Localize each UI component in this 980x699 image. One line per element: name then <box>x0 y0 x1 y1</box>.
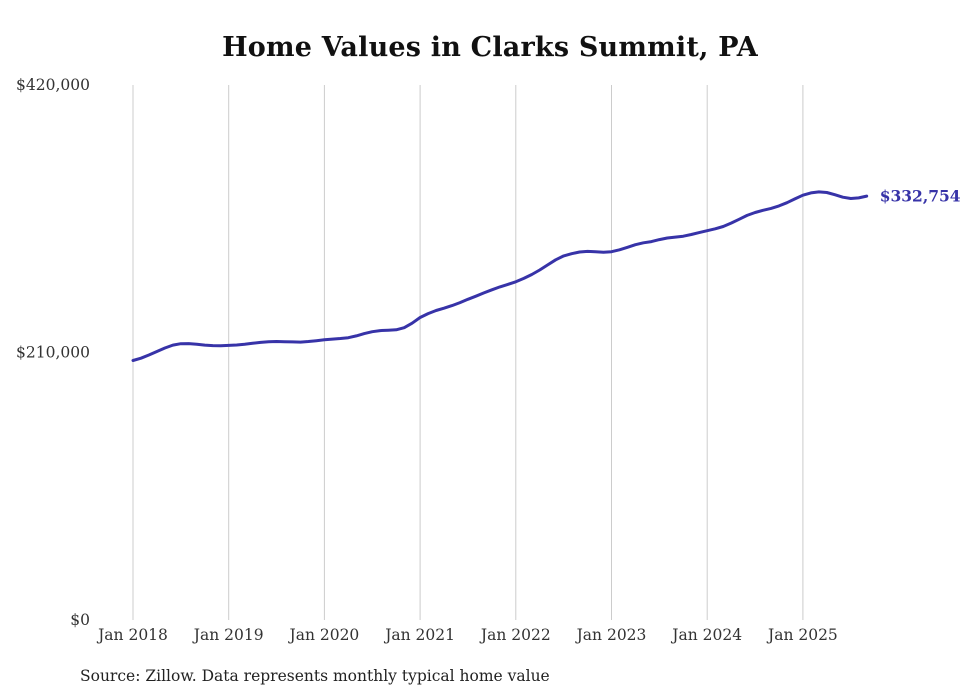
x-axis-tick-label: Jan 2021 <box>383 626 455 644</box>
x-axis-tick-label: Jan 2022 <box>479 626 551 644</box>
x-axis-tick-label: Jan 2018 <box>96 626 168 644</box>
end-value-label: $332,754 <box>880 187 961 206</box>
x-axis-tick-label: Jan 2019 <box>192 626 264 644</box>
y-axis-tick-label: $210,000 <box>16 344 90 362</box>
x-axis-tick-label: Jan 2020 <box>287 626 359 644</box>
x-axis-tick-label: Jan 2023 <box>575 626 647 644</box>
chart-title: Home Values in Clarks Summit, PA <box>222 32 758 63</box>
source-attribution: Source: Zillow. Data represents monthly … <box>80 667 550 685</box>
x-axis-tick-label: Jan 2025 <box>766 626 838 644</box>
home-value-line <box>131 190 869 362</box>
y-axis-tick-label: $0 <box>70 611 90 629</box>
y-axis-tick-label: $420,000 <box>16 76 90 94</box>
x-axis-tick-label: Jan 2024 <box>670 626 742 644</box>
